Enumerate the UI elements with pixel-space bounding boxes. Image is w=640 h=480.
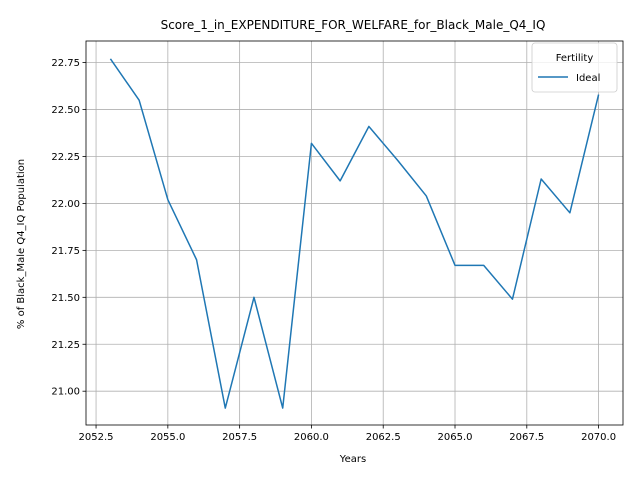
x-tick-label: 2062.5 xyxy=(366,432,401,443)
y-axis-ticks: 21.00 21.25 21.50 21.75 22.00 22.25 22.50 22.75 xyxy=(51,58,86,398)
series-layer xyxy=(109,58,600,409)
y-tick-label: 22.00 xyxy=(51,199,80,210)
x-tick-label: 2065.0 xyxy=(438,432,473,443)
grid xyxy=(86,41,623,425)
x-tick-label: 2070.0 xyxy=(581,432,616,443)
x-axis-label: Years xyxy=(339,454,366,465)
x-tick-label: 2067.5 xyxy=(509,432,544,443)
y-tick-label: 22.25 xyxy=(51,152,80,163)
y-tick-label: 21.25 xyxy=(51,340,80,351)
legend-label-ideal: Ideal xyxy=(576,73,600,84)
legend: Fertility Ideal xyxy=(531,42,618,93)
y-tick-label: 22.75 xyxy=(51,58,80,69)
x-tick-label: 2057.5 xyxy=(222,432,257,443)
legend-box xyxy=(531,42,618,93)
x-tick-label: 2060.0 xyxy=(294,432,329,443)
y-tick-label: 21.50 xyxy=(51,293,80,304)
chart-title: Score_1_in_EXPENDITURE_FOR_WELFARE_for_B… xyxy=(161,18,546,32)
y-axis-label: % of Black_Male Q4_IQ Population xyxy=(16,159,27,329)
x-tick-label: 2052.5 xyxy=(79,432,114,443)
x-axis-ticks: 2052.5 2055.0 2057.5 2060.0 2062.5 2065.0 2067… xyxy=(79,425,616,443)
y-tick-label: 21.00 xyxy=(51,387,80,398)
y-tick-label: 21.75 xyxy=(51,246,80,257)
x-tick-label: 2055.0 xyxy=(150,432,185,443)
series-line-ideal xyxy=(109,58,600,409)
y-tick-label: 22.50 xyxy=(51,105,80,116)
legend-title: Fertility xyxy=(556,53,594,64)
plot-frame xyxy=(85,40,624,426)
